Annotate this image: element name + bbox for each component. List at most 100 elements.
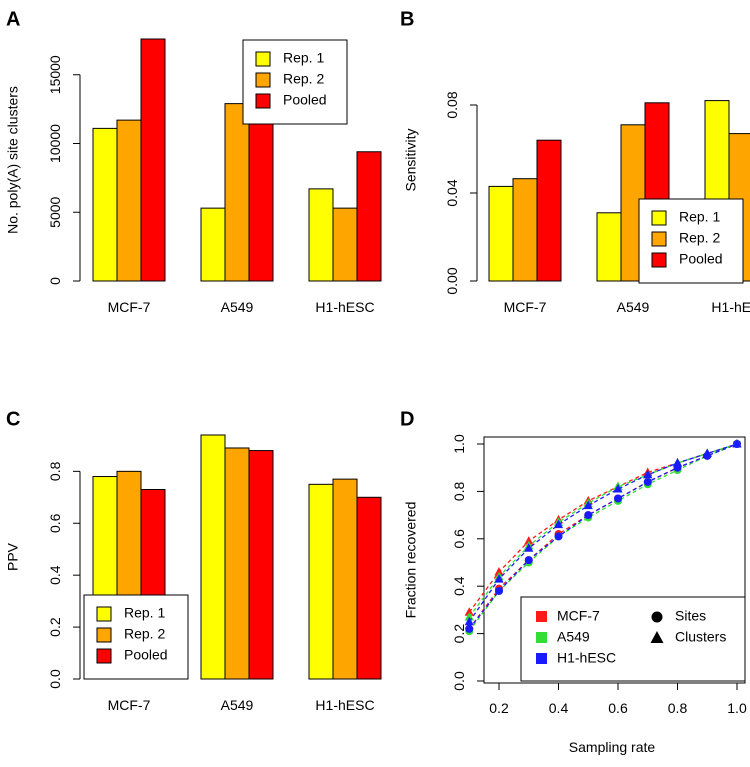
y-axis: 0.0 0.2 0.4 0.6 0.8 1.0: [451, 434, 484, 691]
y-tick-label: 0.6: [47, 513, 63, 533]
y-tick-label: 15000: [47, 55, 63, 94]
point-cluster: [494, 566, 504, 576]
bar-rep-2-mcf-7: [512, 178, 538, 282]
x-tick-label: 0.2: [489, 700, 509, 716]
x-tick-label: H1-hESC: [315, 299, 374, 315]
x-tick-label: H1-hESC: [315, 697, 374, 713]
bar-rep-1-a549: [200, 434, 226, 680]
plot-frame: [483, 436, 746, 684]
y-tick-label: 0.8: [47, 461, 63, 481]
legend-swatch: [536, 632, 547, 643]
legend-label: Rep. 2: [679, 230, 720, 246]
point-cluster: [643, 469, 653, 479]
legend: Rep. 1 Rep. 2 Pooled: [242, 39, 348, 125]
y-axis-title: PPV: [5, 542, 21, 571]
x-tick-label: 0.6: [608, 700, 628, 716]
legend-label: Rep. 1: [679, 209, 720, 225]
bar-pooled-mcf-7: [140, 38, 166, 282]
point-cluster: [672, 457, 683, 467]
bar-pooled-mcf-7: [536, 139, 562, 282]
legend-swatch: [96, 648, 112, 664]
legend-swatch: [255, 93, 271, 109]
legend-label: Clusters: [675, 629, 726, 645]
y-tick-label: 0.2: [47, 617, 63, 637]
y-tick-label: 0.08: [444, 91, 460, 118]
legend: Rep. 1 Rep. 2 Pooled: [83, 594, 189, 680]
legend: Rep. 1 Rep. 2 Pooled: [638, 198, 744, 284]
panel-label: B: [400, 8, 414, 30]
x-axis: 0.2 0.4 0.6 0.8 1.0: [489, 683, 747, 716]
point-cluster: [583, 500, 593, 510]
panel-label: D: [400, 408, 414, 430]
y-tick-label: 0.4: [451, 576, 467, 596]
y-tick-label: 1.0: [451, 434, 467, 454]
point-site: [614, 494, 622, 503]
x-tick-label: H1-hESC: [711, 299, 750, 315]
x-tick-label: 0.4: [549, 700, 569, 716]
bar-pooled-h1-hesc: [356, 151, 382, 282]
series-line: [468, 443, 738, 632]
bar-rep-1-a549: [596, 212, 622, 282]
y-tick-label: 0.0: [451, 671, 467, 691]
x-tick-label: MCF-7: [108, 299, 151, 315]
x-tick-label: A549: [221, 299, 254, 315]
legend-marker-triangle: [650, 631, 664, 643]
bar-rep-1-h1-hesc: [308, 483, 334, 680]
bar-rep-1-mcf-7: [488, 185, 514, 282]
legend-swatch: [536, 611, 547, 622]
legend-label: Rep. 2: [124, 626, 165, 642]
legend-label: Rep. 1: [124, 605, 165, 621]
x-tick-label: MCF-7: [504, 299, 547, 315]
point-cluster: [613, 484, 623, 493]
panel-c: C 0.0 0.2 0.4 0.6 0.8 PPV MCF-7 A549 H1-hESC Rep. …: [5, 408, 382, 713]
point-cluster: [464, 616, 474, 626]
bar-rep-1-h1-hesc: [308, 188, 334, 282]
x-tick-label: MCF-7: [108, 697, 151, 713]
y-tick-label: 0.6: [451, 529, 467, 549]
point-site: [495, 586, 503, 595]
legend-swatch: [536, 653, 547, 664]
legend-label: A549: [557, 629, 590, 645]
point-cluster: [702, 448, 712, 457]
point-site: [465, 624, 474, 633]
y-tick-label: 0.0: [47, 669, 63, 689]
legend: MCF-7 A549 H1-hESC Sites Clusters: [520, 596, 746, 682]
bar-rep-2-h1-hesc: [332, 207, 358, 282]
legend-label: Pooled: [124, 647, 168, 663]
point-site: [554, 532, 563, 541]
bar-rep-1-a549: [200, 207, 226, 282]
legend-box: [520, 596, 746, 682]
y-axis-title: No. poly(A) site clusters: [5, 86, 21, 234]
point-cluster: [494, 574, 504, 583]
legend-swatch: [96, 627, 112, 643]
point-cluster: [524, 543, 534, 552]
bar-rep-2-h1-hesc: [332, 478, 358, 680]
panel-label: A: [6, 8, 20, 30]
legend-swatch: [255, 51, 271, 67]
y-axis: 0.00 0.04 0.08: [444, 91, 478, 295]
legend-label: Pooled: [283, 92, 327, 108]
series-line: [468, 443, 738, 618]
y-axis: 0.0 0.2 0.4 0.6 0.8: [47, 461, 81, 689]
point-site: [524, 556, 533, 565]
x-tick-label: A549: [221, 697, 254, 713]
bar-pooled-h1-hesc: [356, 496, 382, 680]
x-tick-label: 1.0: [727, 700, 747, 716]
y-axis-title: Sensitivity: [403, 128, 419, 191]
y-axis-title: Fraction recovered: [403, 502, 419, 619]
y-tick-label: 0.8: [451, 481, 467, 501]
bar-rep-2-mcf-7: [116, 119, 142, 282]
legend-label: Rep. 2: [283, 71, 324, 87]
series-line: [468, 443, 738, 623]
legend-label: Pooled: [679, 251, 723, 267]
bar-rep-1-mcf-7: [92, 127, 118, 282]
y-tick-label: 10000: [47, 124, 63, 163]
y-tick-label: 0.4: [47, 565, 63, 585]
point-cluster: [553, 519, 564, 529]
y-tick-label: 0.2: [451, 624, 467, 644]
y-axis: 0 5000 10000 15000: [47, 55, 81, 285]
point-site: [643, 477, 652, 486]
point-cluster: [732, 439, 742, 448]
panel-d: D 0.0 0.2 0.4 0.6 0.8 1.0 Fraction recovered 0.2…: [400, 408, 747, 755]
